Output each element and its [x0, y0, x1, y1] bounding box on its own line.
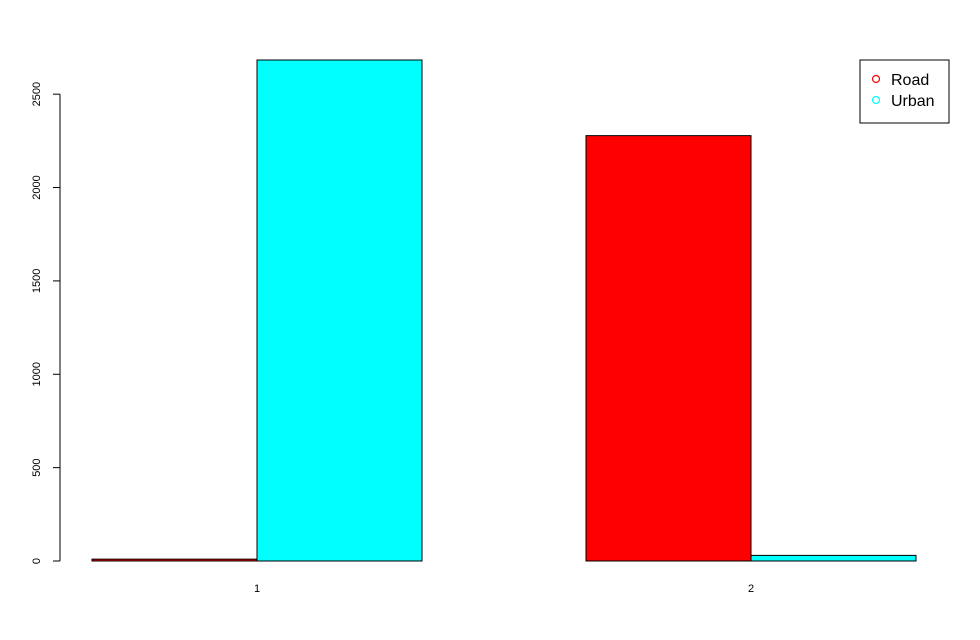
y-tick-label-500: 500: [31, 458, 43, 476]
legend-marker-road: [871, 74, 881, 84]
legend-label-urban: Urban: [891, 93, 935, 110]
y-tick-label-1500: 1500: [31, 269, 43, 293]
bar-urban-2: [750, 554, 917, 562]
y-tick-label-2000: 2000: [31, 175, 43, 199]
legend-box: [859, 59, 950, 124]
x-tick-label-2: 2: [748, 583, 754, 595]
bar-road-1: [91, 558, 258, 562]
x-tick-label-1: 1: [254, 583, 260, 595]
y-axis: 0 500 1000 1500 2000 2500: [31, 82, 61, 564]
y-tick-label-0: 0: [31, 558, 43, 564]
legend: Road Urban: [859, 59, 950, 124]
y-tick-label-1000: 1000: [31, 362, 43, 386]
legend-label-road: Road: [891, 72, 929, 89]
legend-marker-urban: [871, 95, 881, 105]
y-tick-label-2500: 2500: [31, 82, 43, 106]
bar-road-2: [585, 135, 752, 562]
bars-group: [91, 59, 917, 562]
bar-urban-1: [256, 59, 423, 562]
